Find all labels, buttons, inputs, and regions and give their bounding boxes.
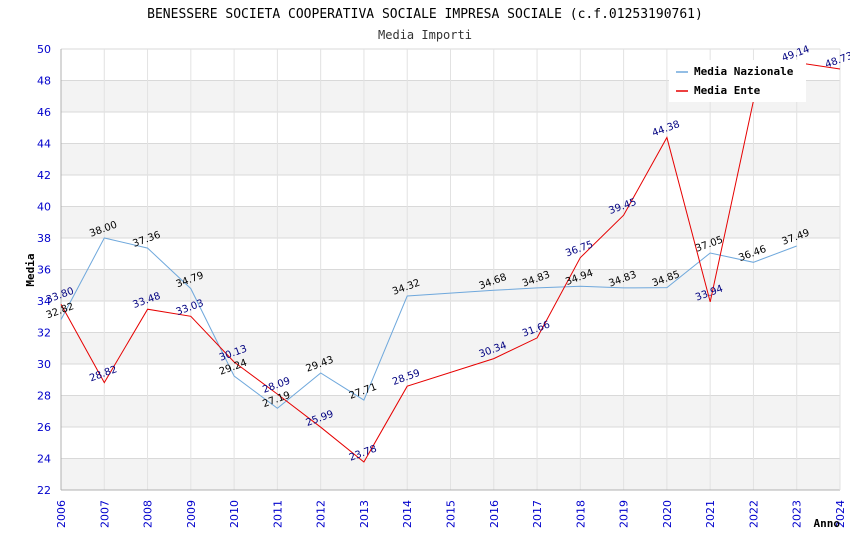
x-tick-label: 2009 — [185, 500, 198, 528]
y-tick-label: 42 — [37, 169, 51, 182]
y-tick-label: 30 — [37, 358, 51, 371]
y-tick-label: 46 — [37, 106, 51, 119]
chart-title: BENESSERE SOCIETA COOPERATIVA SOCIALE IM… — [147, 7, 703, 22]
x-tick-label: 2013 — [358, 500, 371, 528]
y-tick-label: 40 — [37, 201, 51, 214]
y-tick-label: 36 — [37, 264, 51, 277]
x-tick-label: 2015 — [445, 500, 458, 528]
y-tick-labels: 22 24 26 28 30 32 34 36 38 40 42 44 46 48 50 — [37, 43, 51, 497]
x-tick-label: 2020 — [661, 500, 674, 528]
x-tick-label: 2010 — [228, 500, 241, 528]
x-tick-label: 2006 — [55, 500, 68, 528]
x-tick-label: 2012 — [315, 500, 328, 528]
y-tick-label: 24 — [37, 453, 51, 466]
x-tick-label: 2014 — [401, 500, 414, 528]
x-tick-label: 2017 — [531, 500, 544, 528]
y-tick-label: 34 — [37, 295, 51, 308]
x-tick-label: 2008 — [142, 500, 155, 528]
y-tick-label: 48 — [37, 75, 51, 88]
legend-label-media-nazionale: Media Nazionale — [694, 65, 794, 78]
x-tick-label: 2022 — [747, 500, 760, 528]
x-tick-labels: 2006 2007 2008 2009 2010 2011 2012 2013 2014 2015… — [55, 500, 847, 528]
x-tick-label: 2016 — [488, 500, 501, 528]
x-tick-label: 2021 — [704, 500, 717, 528]
y-tick-label: 28 — [37, 390, 51, 403]
axes — [60, 49, 841, 491]
y-tick-label: 50 — [37, 43, 51, 56]
legend-box — [669, 60, 806, 102]
series-lines — [60, 61, 841, 463]
legend-label-media-ente: Media Ente — [694, 84, 761, 97]
x-tick-label: 2019 — [618, 500, 631, 528]
y-tick-label: 26 — [37, 421, 51, 434]
y-tick-label: 38 — [37, 232, 51, 245]
series-line-media-ente — [60, 61, 841, 463]
x-axis-label: Anno — [814, 517, 841, 530]
grid-lines — [60, 48, 841, 491]
y-axis-label: Media — [24, 253, 37, 286]
x-tick-label: 2007 — [98, 500, 111, 528]
x-tick-label: 2024 — [834, 500, 847, 528]
y-tick-label: 44 — [37, 138, 51, 151]
chart-subtitle: Media Importi — [378, 28, 472, 42]
x-tick-label: 2011 — [271, 500, 284, 528]
legend: Media Nazionale Media Ente — [669, 60, 806, 102]
series-line-media-nazionale — [60, 237, 797, 409]
x-tick-label: 2018 — [574, 500, 587, 528]
y-tick-label: 32 — [37, 327, 51, 340]
y-tick-label: 22 — [37, 484, 51, 497]
x-tick-label: 2023 — [791, 500, 804, 528]
